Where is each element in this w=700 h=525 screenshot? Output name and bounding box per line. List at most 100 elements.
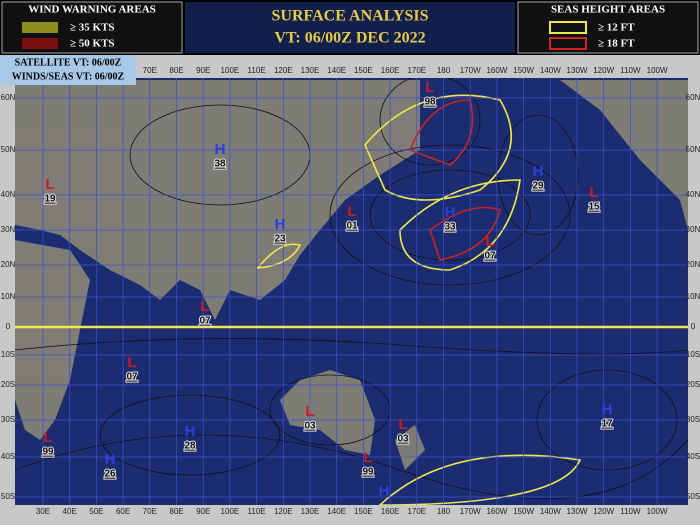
lon-label: 90E — [196, 66, 210, 75]
pressure-value: 07 — [126, 372, 138, 383]
lon-label: 130E — [301, 507, 320, 516]
lat-label: 30S — [686, 415, 700, 424]
lat-label: 60N — [1, 93, 16, 102]
swatch-50 — [22, 38, 58, 49]
seas-legend-title: SEAS HEIGHT AREAS — [551, 4, 665, 16]
lon-label: 150W — [513, 66, 534, 75]
lon-label: 100W — [647, 66, 668, 75]
lat-label: 20S — [1, 380, 15, 389]
lon-label: 160W — [486, 66, 507, 75]
lat-label: 20N — [686, 260, 700, 269]
lon-label: 140E — [327, 66, 346, 75]
pressure-value: 23 — [274, 234, 286, 245]
lat-label: 0 — [691, 322, 696, 331]
lon-label: 170E — [407, 66, 426, 75]
pressure-value: 03 — [304, 421, 316, 432]
lon-label: 110W — [620, 66, 641, 75]
pressure-value: 19 — [44, 194, 56, 205]
isobars — [15, 78, 688, 500]
pressure-center: L — [305, 403, 314, 420]
lat-label: 50N — [686, 145, 700, 154]
lon-label: 170W — [460, 66, 481, 75]
lon-label: 150E — [354, 507, 373, 516]
pressure-center: H — [215, 141, 226, 158]
lon-label: 130W — [567, 507, 588, 516]
pressure-center: L — [589, 184, 598, 201]
lon-label: 110E — [248, 507, 266, 516]
times-box — [0, 55, 136, 85]
lon-label: 170E — [407, 507, 426, 516]
lon-label: 100E — [221, 66, 240, 75]
lon-label: 80E — [169, 66, 183, 75]
lat-label: 40S — [686, 452, 700, 461]
pressure-center: H — [105, 451, 116, 468]
pressure-center: H — [185, 423, 196, 440]
pressure-value: 01 — [346, 221, 358, 232]
lon-label: 120W — [593, 507, 614, 516]
swatch-18 — [549, 37, 587, 50]
pressure-center: L — [363, 449, 372, 466]
lon-label: 100W — [647, 507, 668, 516]
lon-label: 120W — [593, 66, 614, 75]
lat-label: 50N — [1, 145, 16, 154]
legend-item: ≥ 12 FT — [598, 22, 635, 34]
pressure-value: 26 — [104, 469, 116, 480]
lon-label: 150W — [513, 507, 534, 516]
legend-item: ≥ 50 KTS — [70, 38, 115, 50]
pressure-value: 99 — [42, 447, 54, 458]
pressure-value: 15 — [588, 202, 600, 213]
pressure-value: 07 — [199, 316, 211, 327]
lat-label: 40N — [1, 190, 16, 199]
lon-label: 140W — [540, 66, 561, 75]
lon-label: 130E — [301, 66, 320, 75]
pressure-center: L — [200, 298, 209, 315]
lat-label: 30S — [1, 415, 15, 424]
pressure-center: H — [275, 216, 286, 233]
pressure-center: H — [445, 204, 456, 221]
pressure-value: 17 — [601, 419, 613, 430]
legend-item: ≥ 35 KTS — [70, 22, 115, 34]
lat-label: 10S — [686, 350, 700, 359]
lon-label: 70E — [143, 66, 157, 75]
pressure-value: 99 — [362, 467, 374, 478]
lat-label: 30N — [1, 225, 16, 234]
pressure-value: 29 — [532, 181, 544, 192]
lon-label: 170W — [460, 507, 481, 516]
lat-label: 50S — [686, 492, 700, 501]
lon-label: 60E — [116, 507, 130, 516]
lat-label: 30N — [686, 225, 700, 234]
lon-label: 160E — [381, 66, 400, 75]
lon-label: 120E — [274, 66, 293, 75]
lat-label: 10N — [1, 292, 16, 301]
pressure-value: 98 — [424, 97, 436, 108]
pressure-center: L — [398, 416, 407, 433]
lon-label: 140W — [540, 507, 561, 516]
satellite-time: SATELLITE VT: 06/00Z — [15, 57, 122, 68]
lon-label: 70E — [143, 507, 157, 516]
pressure-center: L — [485, 233, 494, 250]
land — [15, 80, 688, 470]
lat-label: 0 — [6, 322, 11, 331]
pressure-center: L — [425, 79, 434, 96]
wind-legend-title: WIND WARNING AREAS — [28, 4, 156, 16]
swatch-12 — [549, 21, 587, 34]
pressure-value: 33 — [444, 222, 456, 233]
title-panel — [185, 2, 515, 53]
lon-label: 120E — [274, 507, 293, 516]
pressure-center: H — [379, 483, 390, 500]
lat-label: 20S — [686, 380, 700, 389]
lon-label: 100E — [221, 507, 240, 516]
lon-label: 130W — [567, 66, 588, 75]
lon-label: 150E — [354, 66, 373, 75]
lon-label: 110W — [620, 507, 641, 516]
valid-time: VT: 06/00Z DEC 2022 — [274, 30, 425, 47]
pressure-center: L — [43, 429, 52, 446]
pressure-value: 07 — [484, 251, 496, 262]
lon-label: 180 — [437, 507, 451, 516]
lon-label: 160E — [381, 507, 400, 516]
winds-seas-time: WINDS/SEAS VT: 06/00Z — [12, 71, 125, 82]
pressure-center: L — [45, 176, 54, 193]
lat-label: 60N — [686, 93, 700, 102]
lat-label: 40S — [1, 452, 15, 461]
